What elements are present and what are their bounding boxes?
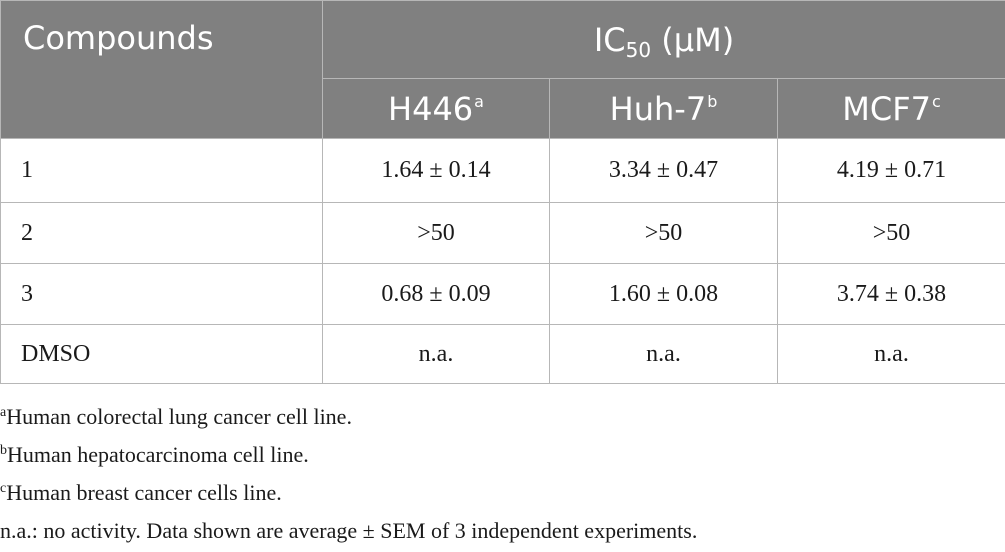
compound-cell: 1 <box>0 138 323 203</box>
footnotes: aHuman colorectal lung cancer cell line.… <box>0 398 1005 550</box>
ic50-value-cell: 1.60 ± 0.08 <box>549 263 778 325</box>
ic50-value-cell: n.a. <box>549 324 778 384</box>
footnote-na: n.a.: no activity. Data shown are averag… <box>0 512 1005 550</box>
header-cell-line-huh7: Huh-7b <box>549 78 778 139</box>
cell-line-name: Huh-7 <box>609 89 707 128</box>
header-ic50: IC50 (μM) <box>321 0 1005 79</box>
footnote-mark: c <box>0 481 7 496</box>
ic50-value-cell: 0.68 ± 0.09 <box>322 263 550 325</box>
footnote-c: cHuman breast cancer cells line. <box>0 474 1005 512</box>
ic50-value-cell: 3.34 ± 0.47 <box>549 138 778 203</box>
footnote-text: Human breast cancer cells line. <box>6 480 282 505</box>
footnote-mark: a <box>0 405 7 420</box>
cell-line-footnote-mark: a <box>474 91 484 111</box>
ic50-subscript: 50 <box>625 37 652 62</box>
table-row: DMSO n.a. n.a. n.a. <box>0 324 1005 384</box>
ic50-value-cell: n.a. <box>322 324 550 384</box>
cell-line-footnote-mark: c <box>931 91 941 111</box>
cell-line-name: H446 <box>388 89 474 128</box>
footnote-mark: b <box>0 443 7 458</box>
table-row: 3 0.68 ± 0.09 1.60 ± 0.08 3.74 ± 0.38 <box>0 263 1005 325</box>
header-compounds-label: Compounds <box>23 19 214 57</box>
header-cell-line-mcf7: MCF7c <box>776 78 1005 139</box>
compound-cell: 2 <box>0 202 323 264</box>
footnote-b: bHuman hepatocarcinoma cell line. <box>0 436 1005 474</box>
footnote-text: Human hepatocarcinoma cell line. <box>7 442 309 467</box>
ic50-value-cell: n.a. <box>776 324 1005 384</box>
ic50-value-cell: >50 <box>322 202 550 264</box>
ic50-prefix: IC <box>593 20 626 59</box>
ic50-value-cell: 4.19 ± 0.71 <box>776 138 1005 203</box>
header-cell-line-h446: H446a <box>322 78 550 139</box>
ic50-table: Compounds IC50 (μM) H446a Huh-7b MCF7c 1… <box>0 0 1005 384</box>
footnote-a: aHuman colorectal lung cancer cell line. <box>0 398 1005 436</box>
cell-line-footnote-mark: b <box>707 91 718 111</box>
compound-cell: 3 <box>0 263 323 325</box>
ic50-value-cell: 3.74 ± 0.38 <box>776 263 1005 325</box>
table-row: 1 1.64 ± 0.14 3.34 ± 0.47 4.19 ± 0.71 <box>0 138 1005 203</box>
compound-cell: DMSO <box>0 324 323 384</box>
ic50-unit: (μM) <box>651 20 735 59</box>
ic50-value-cell: >50 <box>776 202 1005 264</box>
header-compounds: Compounds <box>0 0 323 139</box>
cell-line-name: MCF7 <box>842 89 931 128</box>
ic50-value-cell: 1.64 ± 0.14 <box>322 138 550 203</box>
table-row: 2 >50 >50 >50 <box>0 202 1005 264</box>
ic50-value-cell: >50 <box>549 202 778 264</box>
footnote-text: n.a.: no activity. Data shown are averag… <box>0 518 698 543</box>
footnote-text: Human colorectal lung cancer cell line. <box>6 404 352 429</box>
